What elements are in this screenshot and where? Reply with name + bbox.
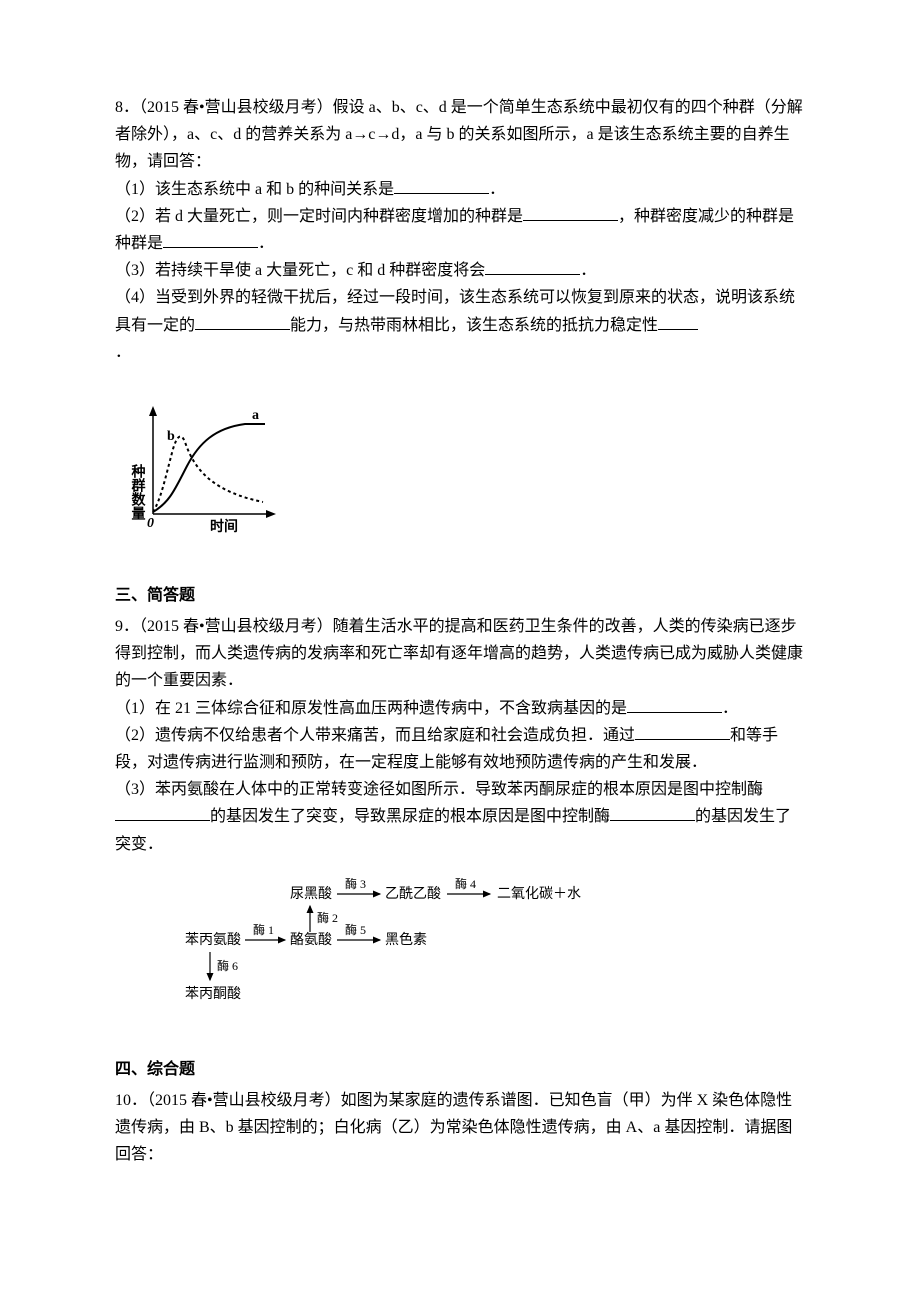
enzyme5-label: 酶 5 [345, 922, 366, 937]
blank [163, 231, 258, 248]
q8-part1: （1）该生态系统中 a 和 b 的种间关系是． [115, 176, 805, 203]
enzyme4-label: 酶 4 [455, 878, 476, 891]
q10-number: 10 [115, 1092, 131, 1109]
q8-part2b: ． 种群是． [115, 230, 805, 257]
enzyme1-label: 酶 1 [253, 922, 274, 937]
question-10: 10．（2015 春•营山县校级月考）如图为某家庭的遗传系谱图．已知色盲（甲）为… [115, 1087, 805, 1169]
blank [195, 313, 290, 330]
enzyme6-label: 酶 6 [217, 958, 238, 973]
q8-part3: （3）若持续干旱使 a 大量死亡，c 和 d 种群密度将会． [115, 257, 805, 284]
document-page: 8．（2015 春•营山县校级月考）假设 a、b、c、d 是一个简单生态系统中最… [0, 0, 920, 1229]
q10-stem: 10．（2015 春•营山县校级月考）如图为某家庭的遗传系谱图．已知色盲（甲）为… [115, 1087, 805, 1169]
q9-part3: （3）苯丙氨酸在人体中的正常转变途径如图所示．导致苯丙酮尿症的根本原因是图中控制… [115, 776, 805, 858]
blank [627, 696, 722, 713]
q8-population-chart: a b 0 时间 种群数量 [115, 394, 805, 534]
blank [115, 804, 210, 821]
series-b-label: b [167, 429, 175, 444]
q9-part2: （2）遗传病不仅给患者个人带来痛苦，而且给家庭和社会造成负担．通过和等手段，对遗… [115, 722, 805, 776]
q9-part1: （1）在 21 三体综合征和原发性高血压两种遗传病中，不含致病基因的是． [115, 695, 805, 722]
q9-enzyme-diagram: 尿黑酸 酶 3 乙酰乙酸 酶 4 二氧化碳＋水 酶 2 苯丙氨酸 酶 1 酪氨酸… [185, 878, 805, 1008]
node-mel: 黑色素 [385, 931, 427, 948]
q8-stem: 8．（2015 春•营山县校级月考）假设 a、b、c、d 是一个简单生态系统中最… [115, 94, 805, 176]
enzyme3-label: 酶 3 [345, 878, 366, 891]
x-axis-label: 时间 [210, 518, 238, 534]
blank [523, 204, 618, 221]
blank [485, 258, 580, 275]
q8-part2: （2）若 d 大量死亡，则一定时间内种群密度增加的种群是，种群密度减少的种群是 [115, 203, 805, 230]
q9-stem: 9．（2015 春•营山县校级月考）随着生活水平的提高和医药卫生条件的改善，人类… [115, 613, 805, 695]
q8-part4: （4）当受到外界的轻微干扰后，经过一段时间，该生态系统可以恢复到原来的状态，说明… [115, 284, 805, 338]
node-ace: 乙酰乙酸 [385, 886, 441, 902]
section-3-title: 三、简答题 [115, 582, 805, 609]
node-ppa: 苯丙酮酸 [185, 985, 241, 1002]
blank [394, 177, 489, 194]
node-phe: 苯丙氨酸 [185, 931, 241, 948]
blank [658, 313, 698, 330]
node-hga: 尿黑酸 [290, 886, 332, 902]
question-8: 8．（2015 春•营山县校级月考）假设 a、b、c、d 是一个简单生态系统中最… [115, 94, 805, 534]
q8-number: 8 [115, 99, 123, 116]
series-a-label: a [252, 408, 259, 423]
blank [635, 723, 730, 740]
question-9: 9．（2015 春•营山县校级月考）随着生活水平的提高和医药卫生条件的改善，人类… [115, 613, 805, 1008]
origin-label: 0 [147, 516, 154, 531]
y-axis-label: 种群数量 [130, 463, 147, 521]
node-co2: 二氧化碳＋水 [497, 886, 581, 902]
enzyme2-label: 酶 2 [317, 910, 338, 925]
q9-diagram-svg: 尿黑酸 酶 3 乙酰乙酸 酶 4 二氧化碳＋水 酶 2 苯丙氨酸 酶 1 酪氨酸… [185, 878, 615, 1008]
section-4-title: 四、综合题 [115, 1056, 805, 1083]
q9-number: 9 [115, 618, 123, 635]
node-tyr: 酪氨酸 [290, 932, 332, 948]
q8-chart-svg: a b 0 时间 种群数量 [115, 394, 285, 534]
blank [610, 804, 695, 821]
q8-part4b: ． [115, 339, 805, 366]
